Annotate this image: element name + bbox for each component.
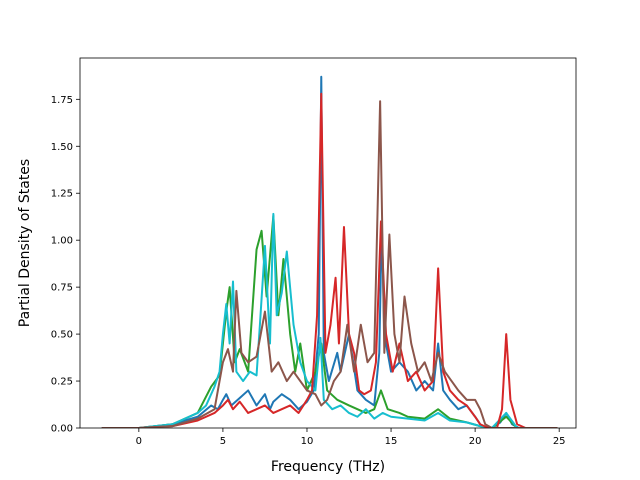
x-tick-label: 20 (469, 436, 482, 447)
x-tick-label: 0 (136, 436, 142, 447)
series-line-5 (101, 100, 558, 428)
y-tick-label: 1.00 (51, 236, 73, 247)
series-line-2 (101, 214, 558, 428)
y-tick-label: 1.75 (51, 95, 73, 106)
y-tick-label: 1.50 (51, 142, 73, 153)
y-axis-label: Partial Density of States (17, 159, 33, 327)
x-tick-label: 10 (301, 436, 314, 447)
y-tick-label: 0.75 (51, 283, 73, 294)
series-line-3 (101, 212, 558, 428)
plot-frame (79, 57, 577, 429)
x-axis: 0 5 10 15 20 25 (136, 428, 566, 447)
x-tick-label: 5 (220, 436, 226, 447)
x-axis-label: Frequency (THz) (271, 459, 385, 475)
y-tick-label: 1.25 (51, 189, 73, 200)
series-layer (101, 75, 558, 428)
y-tick-label: 0.50 (51, 330, 73, 341)
x-tick-label: 25 (553, 436, 566, 447)
y-axis: 0.00 0.25 0.50 0.75 1.00 1.25 1.50 1.75 (51, 95, 80, 435)
y-tick-label: 0.00 (51, 424, 73, 435)
x-tick-label: 15 (385, 436, 398, 447)
series-line-4 (101, 92, 558, 428)
y-tick-label: 0.25 (51, 377, 73, 388)
